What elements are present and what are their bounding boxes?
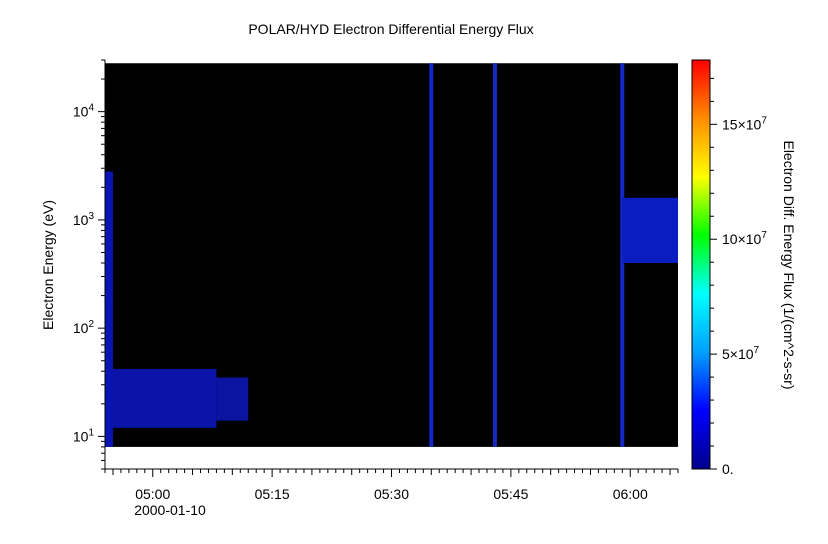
spectrogram-band [112, 368, 217, 428]
chart-title: POLAR/HYD Electron Differential Energy F… [248, 21, 533, 37]
spectrogram-band [105, 171, 113, 447]
colorbar-tick-label: 15×107 [722, 115, 767, 132]
x-date-label: 2000-01-10 [134, 502, 206, 518]
spectrogram-band [622, 197, 678, 263]
spectrogram-stripe [492, 63, 497, 447]
spectrogram-stripe [429, 63, 434, 447]
x-tick-label: 05:45 [493, 486, 528, 502]
y-tick-label: 103 [73, 211, 95, 228]
colorbar-label: Electron Diff. Energy Flux (1/(cm^2-s-sr… [781, 140, 797, 389]
y-tick-label: 101 [73, 427, 95, 444]
colorbar-tick-label: 10×107 [722, 230, 767, 247]
x-tick-label: 06:00 [613, 486, 648, 502]
colorbar-tick-label: 0. [722, 461, 734, 477]
x-tick-label: 05:00 [135, 486, 170, 502]
y-tick-label: 102 [73, 319, 95, 336]
plot-area [105, 63, 678, 447]
y-tick-label: 104 [73, 103, 95, 120]
y-axis-label: Electron Energy (eV) [40, 200, 56, 330]
colorbar [691, 59, 711, 470]
spectrogram-band [216, 377, 249, 421]
colorbar-tick-label: 5×107 [722, 345, 760, 362]
x-tick-label: 05:30 [374, 486, 409, 502]
x-tick-label: 05:15 [255, 486, 290, 502]
